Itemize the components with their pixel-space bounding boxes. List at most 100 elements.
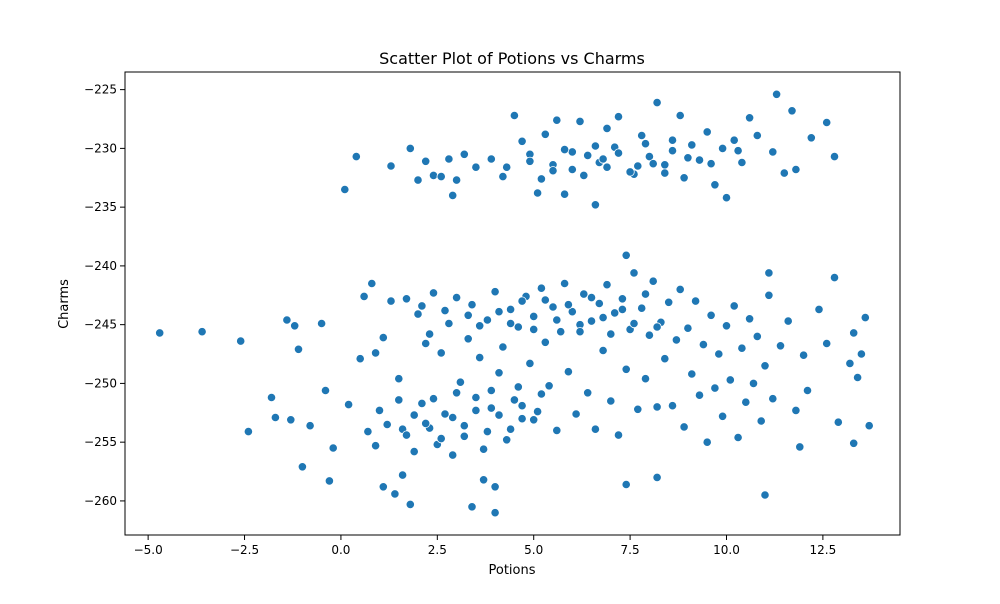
data-point bbox=[413, 309, 423, 319]
data-point bbox=[583, 150, 593, 160]
data-point bbox=[687, 369, 697, 379]
data-point bbox=[822, 117, 832, 128]
data-point bbox=[536, 283, 547, 293]
data-point bbox=[741, 397, 751, 407]
data-point bbox=[448, 190, 458, 200]
data-point bbox=[733, 432, 743, 443]
data-point bbox=[559, 145, 570, 155]
data-point bbox=[370, 441, 381, 451]
data-point bbox=[320, 385, 331, 396]
data-point bbox=[575, 116, 585, 127]
data-point bbox=[343, 399, 354, 410]
data-point bbox=[571, 409, 581, 419]
data-point bbox=[664, 297, 674, 307]
data-point bbox=[710, 180, 720, 190]
data-point bbox=[421, 156, 431, 166]
data-point bbox=[579, 170, 589, 180]
data-point bbox=[324, 476, 334, 486]
data-point bbox=[586, 316, 597, 326]
data-point bbox=[409, 410, 419, 420]
data-point bbox=[729, 301, 739, 311]
data-point bbox=[610, 308, 620, 318]
data-point bbox=[744, 113, 755, 123]
data-point bbox=[478, 475, 489, 485]
data-point bbox=[517, 296, 527, 306]
data-point bbox=[351, 152, 361, 162]
data-point bbox=[498, 172, 508, 182]
data-point bbox=[675, 284, 685, 294]
data-point bbox=[459, 421, 469, 431]
data-point bbox=[563, 300, 574, 310]
y-tick-label: −260 bbox=[84, 494, 117, 508]
data-point bbox=[525, 358, 535, 368]
data-point bbox=[490, 508, 500, 518]
data-point bbox=[459, 149, 469, 159]
y-tick-label: −235 bbox=[84, 200, 117, 214]
data-point bbox=[236, 336, 246, 346]
data-point bbox=[513, 322, 523, 332]
data-point bbox=[717, 143, 728, 153]
data-point bbox=[386, 296, 396, 306]
data-point bbox=[370, 348, 381, 358]
chart-title: Scatter Plot of Potions vs Charms bbox=[379, 49, 645, 68]
data-point bbox=[525, 156, 535, 166]
data-point bbox=[467, 300, 477, 310]
data-point bbox=[401, 430, 412, 440]
data-point bbox=[567, 147, 577, 157]
data-point bbox=[737, 157, 747, 168]
data-point bbox=[652, 472, 662, 482]
data-point bbox=[733, 146, 743, 156]
data-point bbox=[340, 184, 350, 195]
data-point bbox=[532, 188, 543, 198]
data-point bbox=[787, 106, 797, 116]
data-point bbox=[702, 127, 712, 137]
data-point bbox=[644, 330, 655, 340]
data-point bbox=[714, 349, 724, 359]
data-point bbox=[467, 502, 477, 512]
data-point bbox=[397, 470, 408, 480]
data-point bbox=[436, 348, 446, 358]
data-point bbox=[771, 89, 782, 99]
data-point bbox=[316, 318, 327, 329]
data-point bbox=[517, 401, 527, 411]
data-point bbox=[451, 388, 462, 398]
data-point bbox=[864, 421, 874, 431]
data-point bbox=[417, 301, 427, 311]
data-point bbox=[590, 141, 601, 151]
data-point bbox=[629, 318, 639, 329]
data-point bbox=[405, 499, 415, 509]
y-tick-label: −240 bbox=[84, 259, 117, 273]
x-tick-label: 0.0 bbox=[331, 543, 350, 557]
data-point bbox=[559, 278, 570, 289]
data-point bbox=[463, 310, 473, 320]
data-point bbox=[667, 135, 678, 145]
data-point bbox=[575, 327, 585, 337]
data-point bbox=[833, 417, 843, 427]
data-point bbox=[783, 316, 793, 326]
data-point bbox=[675, 110, 685, 121]
data-point bbox=[482, 315, 492, 325]
data-point bbox=[694, 155, 705, 165]
data-point bbox=[829, 152, 840, 162]
data-point bbox=[791, 405, 801, 415]
data-point bbox=[640, 139, 651, 149]
data-point bbox=[270, 412, 280, 423]
data-point bbox=[498, 342, 508, 352]
x-axis-label: Potions bbox=[488, 563, 535, 578]
data-point bbox=[752, 130, 762, 141]
x-tick-label: −2.5 bbox=[230, 543, 259, 557]
data-point bbox=[717, 411, 728, 421]
data-point bbox=[436, 172, 446, 182]
data-point bbox=[482, 426, 492, 437]
data-point bbox=[490, 482, 500, 492]
data-point bbox=[444, 318, 454, 329]
data-point bbox=[648, 159, 658, 169]
data-point bbox=[428, 394, 439, 404]
data-point bbox=[359, 291, 369, 301]
data-point bbox=[621, 250, 631, 260]
data-point bbox=[791, 164, 801, 175]
data-point bbox=[706, 310, 716, 320]
data-point bbox=[475, 321, 485, 331]
data-point bbox=[613, 430, 624, 440]
data-point bbox=[725, 375, 735, 385]
